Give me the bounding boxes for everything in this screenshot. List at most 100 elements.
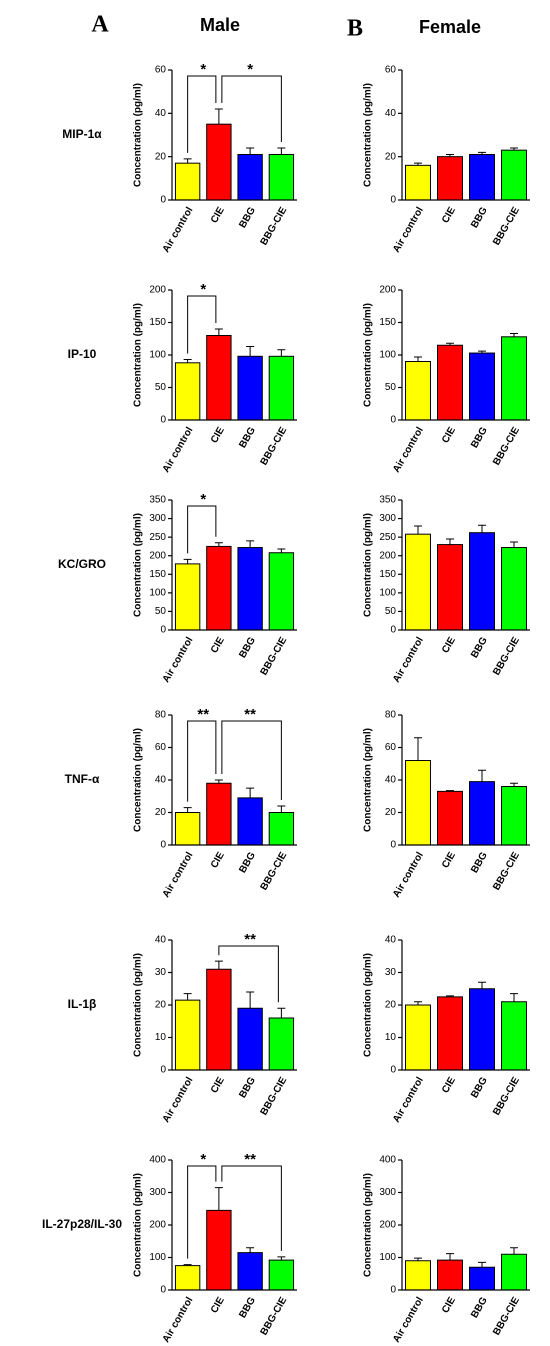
y-tick-label: 30 [385, 967, 397, 978]
bar [405, 1004, 431, 1071]
x-tick-label: CIE [209, 425, 227, 445]
x-tick-label: CIE [209, 850, 227, 870]
bar [268, 552, 295, 631]
x-tick-label: BBG [469, 635, 490, 660]
y-tick-label: 100 [379, 1252, 396, 1263]
error-bar [414, 737, 422, 761]
significance-label: ** [197, 706, 209, 723]
x-tick-label: BBG [237, 635, 258, 660]
y-tick-label: 20 [155, 151, 167, 162]
x-tick-label: BBG [237, 1295, 258, 1320]
bar [501, 149, 527, 201]
bar [469, 154, 495, 201]
y-tick-label: 60 [155, 65, 167, 76]
bar [206, 545, 232, 631]
row-label: TNF-α [65, 772, 100, 786]
error-bar [510, 541, 518, 548]
row-label: MIP-1α [62, 127, 102, 141]
bar [469, 781, 495, 846]
error-bar [183, 993, 192, 1001]
significance-label: * [200, 1151, 206, 1168]
y-tick-label: 20 [385, 151, 397, 162]
error-bar [214, 328, 223, 336]
error-bar [246, 1247, 255, 1253]
bar [268, 1259, 295, 1291]
bar [237, 1252, 263, 1291]
y-tick-label: 0 [390, 415, 396, 426]
error-bar [277, 147, 286, 155]
bar [501, 1001, 527, 1071]
error-bar [414, 1001, 422, 1005]
y-axis-label: Concentration (pg/ml) [133, 953, 144, 1057]
error-bar [183, 558, 192, 564]
panel-letter: A [91, 12, 109, 38]
error-bar [277, 548, 286, 553]
y-tick-label: 300 [149, 1187, 166, 1198]
significance-bracket [221, 75, 282, 142]
bar [206, 335, 232, 421]
error-bar [478, 151, 486, 155]
significance-label: * [200, 281, 206, 298]
y-tick-label: 0 [160, 195, 166, 206]
x-tick-label: BBG-CIE [259, 850, 290, 892]
significance-bracket [221, 720, 282, 800]
y-tick-label: 20 [155, 807, 167, 818]
x-tick-label: BBG-CIE [491, 425, 522, 467]
bar [405, 533, 431, 631]
bar [469, 352, 495, 421]
bar [405, 164, 431, 201]
x-tick-label: CIE [440, 635, 458, 655]
panel-title: Female [419, 17, 481, 37]
y-tick-label: 200 [379, 1220, 396, 1231]
y-tick-label: 20 [155, 1000, 167, 1011]
error-bar [510, 782, 518, 787]
error-bar [478, 524, 486, 533]
error-bar [446, 995, 454, 997]
y-tick-label: 400 [379, 1155, 396, 1166]
bar [501, 786, 527, 846]
significance-label: ** [244, 931, 256, 948]
bar [206, 1209, 232, 1291]
y-tick-label: 20 [385, 807, 397, 818]
x-tick-label: BBG [469, 425, 490, 450]
y-tick-label: 50 [155, 606, 167, 617]
y-tick-label: 200 [379, 285, 396, 296]
significance-label: ** [244, 706, 256, 723]
error-bar [446, 790, 454, 792]
y-tick-label: 40 [385, 108, 397, 119]
bar [437, 996, 463, 1071]
x-tick-label: CIE [440, 1295, 458, 1315]
x-tick-label: BBG [469, 1075, 490, 1100]
bar [268, 355, 295, 421]
y-tick-label: 20 [385, 1000, 397, 1011]
significance-label: * [247, 61, 253, 78]
bar [405, 361, 431, 421]
y-tick-label: 80 [155, 710, 167, 721]
y-axis-label: Concentration (pg/ml) [363, 303, 374, 407]
error-bar [246, 346, 255, 357]
significance-bracket [187, 720, 217, 802]
bar [206, 782, 232, 846]
significance-bracket [187, 295, 217, 354]
error-bar [414, 1257, 422, 1261]
y-tick-label: 300 [379, 1187, 396, 1198]
x-tick-label: BBG-CIE [259, 425, 290, 467]
y-tick-label: 250 [149, 532, 166, 543]
x-tick-label: CIE [440, 850, 458, 870]
bar [501, 1253, 527, 1291]
y-axis-label: Concentration (pg/ml) [363, 1173, 374, 1277]
y-tick-label: 0 [160, 840, 166, 851]
error-bar [183, 359, 192, 363]
y-axis-label: Concentration (pg/ml) [133, 83, 144, 187]
panel-letter: B [347, 16, 363, 42]
y-tick-label: 50 [385, 382, 397, 393]
bar [268, 154, 295, 201]
error-bar [214, 960, 223, 970]
error-bar [214, 779, 223, 784]
error-bar [277, 805, 286, 813]
x-tick-label: Air control [161, 425, 196, 474]
bar [206, 968, 232, 1071]
error-bar [478, 350, 486, 354]
bar [206, 123, 232, 201]
y-tick-label: 150 [149, 317, 166, 328]
